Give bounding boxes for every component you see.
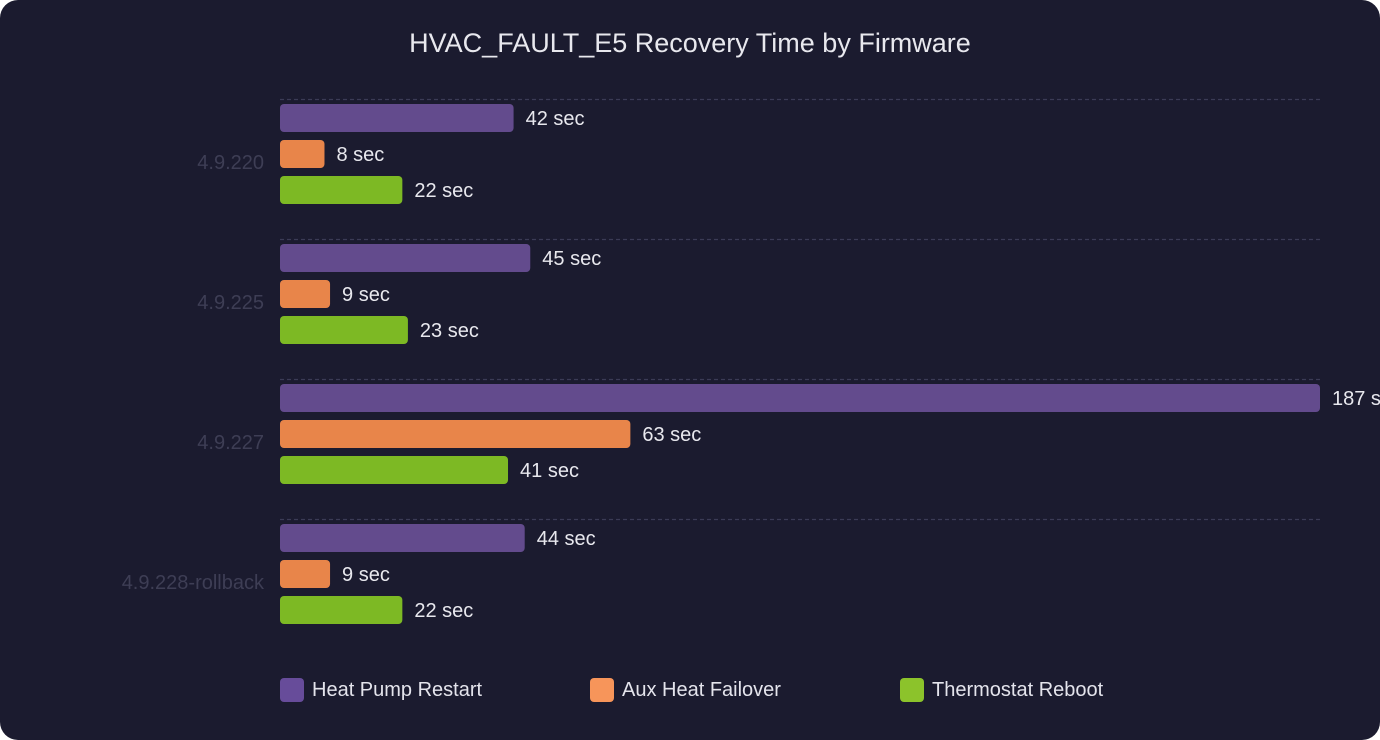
chart-title: HVAC_FAULT_E5 Recovery Time by Firmware [409,28,971,58]
legend-label: Heat Pump Restart [312,678,483,701]
data-label: 63 sec [642,424,701,446]
legend-label: Aux Heat Failover [622,678,781,701]
bar [280,384,1320,412]
legend-swatch-aux-heat-failover [590,678,614,702]
data-label: 41 sec [520,460,579,482]
legend-swatch-thermostat-reboot [900,678,924,702]
data-label: 22 sec [414,180,473,202]
bar [280,104,514,132]
category-label: 4.9.227 [197,432,264,454]
legend-item-aux-heat-failover[interactable]: Aux Heat Failover [590,676,781,704]
category-label: 4.9.220 [197,152,264,174]
bar [280,316,408,344]
legend-label: Thermostat Reboot [932,678,1104,701]
bar [280,280,331,308]
data-label: 8 sec [336,144,384,166]
category-label: 4.9.225 [197,292,264,314]
chart-legend: Heat Pump Restart Aux Heat Failover Ther… [280,676,1280,704]
data-label: 9 sec [342,564,390,586]
legend-item-thermostat-reboot[interactable]: Thermostat Reboot [900,676,1103,704]
bar [280,244,531,272]
data-label: 44 sec [537,528,596,550]
data-label: 23 sec [420,320,479,342]
data-label: 42 sec [526,108,585,130]
bar [280,176,403,204]
bar [280,560,331,588]
bar [280,524,525,552]
data-label: 45 sec [542,248,601,270]
data-label: 9 sec [342,284,390,306]
category-label: 4.9.228-rollback [122,572,265,594]
bar [280,140,325,168]
bar [280,420,631,448]
data-label: 22 sec [414,600,473,622]
legend-item-heat-pump-restart[interactable]: Heat Pump Restart [280,676,482,704]
data-label: 187 sec [1332,388,1380,410]
bar [280,456,509,484]
legend-swatch-heat-pump-restart [280,678,304,702]
bar [280,596,403,624]
